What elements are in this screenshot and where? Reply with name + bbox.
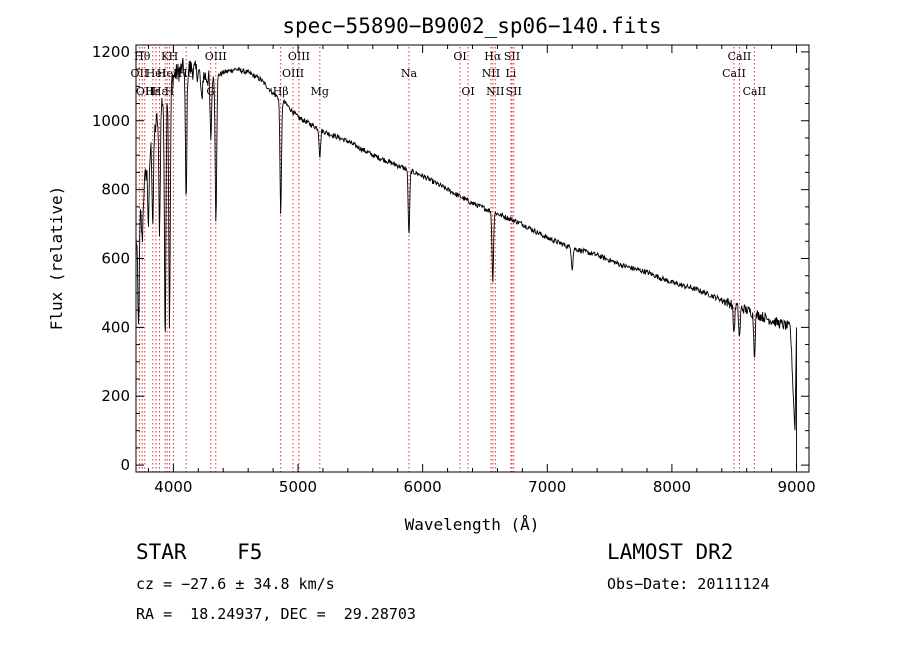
y-tick-label: 600 bbox=[101, 250, 130, 268]
survey-name: LAMOST DR2 bbox=[607, 540, 734, 564]
y-axis-label: Flux (relative) bbox=[47, 186, 66, 331]
y-tick-label: 400 bbox=[101, 318, 130, 336]
line-marker-label: NII bbox=[486, 85, 504, 98]
sky-coordinates: RA = 18.24937, DEC = 29.28703 bbox=[136, 605, 416, 623]
line-marker-label: OI bbox=[461, 85, 474, 98]
line-marker-label: H bbox=[165, 85, 175, 98]
line-marker-label: Hα bbox=[484, 50, 502, 63]
line-marker-label: Hε bbox=[145, 85, 161, 98]
line-marker-label: Li bbox=[505, 67, 516, 80]
line-marker-label: OII bbox=[131, 67, 149, 80]
line-marker-label: CaII bbox=[743, 85, 767, 98]
line-marker-label: CaII bbox=[728, 50, 752, 63]
line-marker-label: K bbox=[161, 50, 170, 63]
axis-ticks: 4000 5000 6000 7000 8000 9000 0 200 400 600 800 100… bbox=[92, 43, 816, 496]
line-marker-label: Hβ bbox=[273, 85, 289, 98]
line-marker-label: NII bbox=[482, 67, 500, 80]
plot-frame bbox=[135, 44, 810, 473]
line-marker-label: H bbox=[169, 50, 179, 63]
chart-title: spec−55890−B9002_sp06−140.fits bbox=[282, 14, 661, 38]
line-marker-label: Hθ bbox=[134, 50, 151, 63]
x-tick-label: 4000 bbox=[154, 478, 192, 496]
obs-date: Obs−Date: 20111124 bbox=[607, 575, 770, 593]
object-class-row: STAR F5 bbox=[136, 540, 262, 564]
line-marker-label: G bbox=[206, 85, 215, 98]
object-subclass: F5 bbox=[237, 540, 263, 564]
line-marker-label: SII bbox=[504, 50, 520, 63]
redshift-velocity: cz = −27.6 ± 34.8 km/s bbox=[136, 575, 335, 593]
line-marker-label: CaII bbox=[722, 67, 746, 80]
x-axis-label: Wavelength (Å) bbox=[405, 515, 540, 534]
y-tick-label: 1200 bbox=[92, 43, 130, 61]
y-tick-label: 800 bbox=[101, 181, 130, 199]
x-tick-label: 8000 bbox=[653, 478, 691, 496]
line-markers: OIIHθOIIHεHeIHεKHeIHHHδGOIIIHβOIIIOIIIMg… bbox=[131, 47, 767, 472]
line-marker-label: Hε bbox=[152, 85, 168, 98]
line-marker-label: Na bbox=[401, 67, 418, 80]
line-marker-label: OIII bbox=[205, 50, 227, 63]
y-tick-label: 200 bbox=[101, 387, 130, 405]
x-tick-label: 6000 bbox=[404, 478, 442, 496]
spectrum-plot: spec−55890−B9002_sp06−140.fits OIIHθOIIH… bbox=[47, 14, 816, 534]
line-marker-label: OIII bbox=[288, 50, 310, 63]
line-marker-label: HeI bbox=[146, 67, 166, 80]
line-marker-label: SII bbox=[506, 85, 522, 98]
line-marker-label: Mg bbox=[311, 85, 329, 98]
x-tick-label: 5000 bbox=[279, 478, 317, 496]
x-tick-label: 9000 bbox=[777, 478, 815, 496]
object-class: STAR bbox=[136, 540, 187, 564]
spectrum-series bbox=[135, 57, 797, 466]
y-tick-label: 0 bbox=[120, 456, 130, 474]
line-marker-label: OII bbox=[136, 85, 154, 98]
spectrum-line bbox=[135, 57, 797, 466]
line-marker-label: OI bbox=[453, 50, 466, 63]
line-marker-label: OIII bbox=[282, 67, 304, 80]
y-tick-label: 1000 bbox=[92, 112, 130, 130]
x-tick-label: 7000 bbox=[528, 478, 566, 496]
